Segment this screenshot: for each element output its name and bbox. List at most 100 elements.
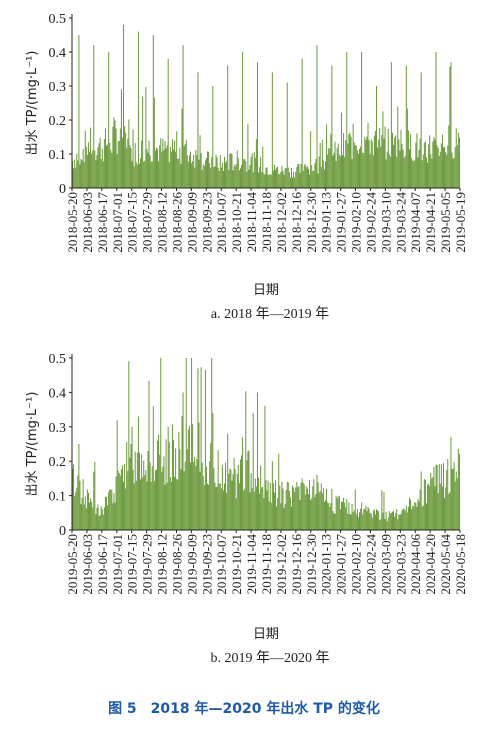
bar xyxy=(230,153,232,188)
bar xyxy=(355,514,357,530)
bar xyxy=(267,174,269,188)
bar xyxy=(370,513,372,530)
subfigure-caption: b. 2019 年—2020 年 xyxy=(211,650,330,666)
bar xyxy=(110,489,112,530)
bar xyxy=(311,498,313,530)
bar xyxy=(138,452,140,530)
y-axis-label: 出水 TP/(mg·L⁻¹) xyxy=(25,392,40,497)
x-tick-label: 2020-02-10 xyxy=(349,534,364,595)
bar xyxy=(198,159,200,188)
bar xyxy=(451,152,453,188)
bar xyxy=(424,479,426,530)
bar xyxy=(116,154,118,188)
bar xyxy=(332,155,334,188)
bar xyxy=(245,160,247,188)
y-tick-label: 0.5 xyxy=(49,352,67,367)
x-tick-label: 2019-12-02 xyxy=(274,534,289,595)
x-tick-label: 2019-02-10 xyxy=(349,192,364,253)
bar xyxy=(241,164,243,188)
bar xyxy=(155,148,157,188)
bar xyxy=(371,517,373,530)
bar xyxy=(395,135,397,188)
x-tick-label: 2019-12-30 xyxy=(304,534,319,595)
bar xyxy=(267,480,269,530)
bar xyxy=(284,503,286,530)
bar xyxy=(239,168,241,188)
bar xyxy=(144,160,146,188)
bar xyxy=(127,471,129,530)
bar xyxy=(76,153,78,188)
x-tick-label: 2019-08-12 xyxy=(155,534,170,595)
x-tick-label: 2019-10-07 xyxy=(214,534,229,595)
bar xyxy=(162,138,164,188)
bar xyxy=(150,481,152,530)
bar xyxy=(231,154,233,188)
bar xyxy=(145,86,147,188)
bar xyxy=(272,170,274,188)
bar xyxy=(366,511,368,530)
bar xyxy=(204,160,206,188)
bar xyxy=(124,126,126,188)
bar xyxy=(299,500,301,530)
bar xyxy=(382,512,384,530)
bar xyxy=(430,472,432,530)
bar xyxy=(310,131,312,188)
y-tick-label: 0 xyxy=(59,524,66,539)
bar xyxy=(201,169,203,188)
bar xyxy=(381,134,383,188)
bar xyxy=(458,137,460,188)
bar xyxy=(171,424,173,530)
bar xyxy=(98,143,100,188)
bar xyxy=(119,128,121,188)
bar xyxy=(342,154,344,188)
bar xyxy=(195,466,197,530)
y-tick-label: 0.4 xyxy=(49,386,67,401)
bar xyxy=(321,139,323,188)
bar xyxy=(229,468,231,530)
bar xyxy=(163,150,165,188)
bar xyxy=(98,516,100,530)
bar xyxy=(339,156,341,188)
bar xyxy=(164,141,166,188)
bar xyxy=(435,464,437,530)
bar xyxy=(335,160,337,188)
bar xyxy=(101,148,103,188)
bar xyxy=(351,503,353,530)
bar xyxy=(262,486,264,530)
bar xyxy=(421,160,423,188)
bar xyxy=(425,157,427,188)
bar xyxy=(268,501,270,530)
bar xyxy=(235,498,237,530)
bar xyxy=(370,139,372,188)
bar xyxy=(137,31,139,188)
bar xyxy=(167,426,169,530)
bar xyxy=(147,450,149,530)
bar xyxy=(246,171,248,188)
bar xyxy=(303,484,305,530)
bar xyxy=(288,490,290,530)
bar xyxy=(217,450,219,530)
bar xyxy=(388,153,390,188)
bar xyxy=(292,177,294,188)
bar xyxy=(304,164,306,188)
bar xyxy=(410,499,412,530)
bar xyxy=(75,167,77,188)
bar xyxy=(433,466,435,530)
bar xyxy=(80,158,82,188)
x-tick-label: 2018-08-12 xyxy=(155,192,170,253)
bar xyxy=(432,141,434,188)
bar xyxy=(117,141,119,188)
bar xyxy=(77,160,79,188)
bar xyxy=(203,165,205,188)
bar xyxy=(133,166,135,188)
bar xyxy=(243,490,245,530)
bar xyxy=(432,477,434,530)
bar xyxy=(243,159,245,188)
bar xyxy=(107,505,109,530)
bar xyxy=(197,368,199,530)
bar xyxy=(90,127,92,188)
bar xyxy=(301,58,303,188)
x-tick-label: 2018-08-26 xyxy=(169,192,184,253)
